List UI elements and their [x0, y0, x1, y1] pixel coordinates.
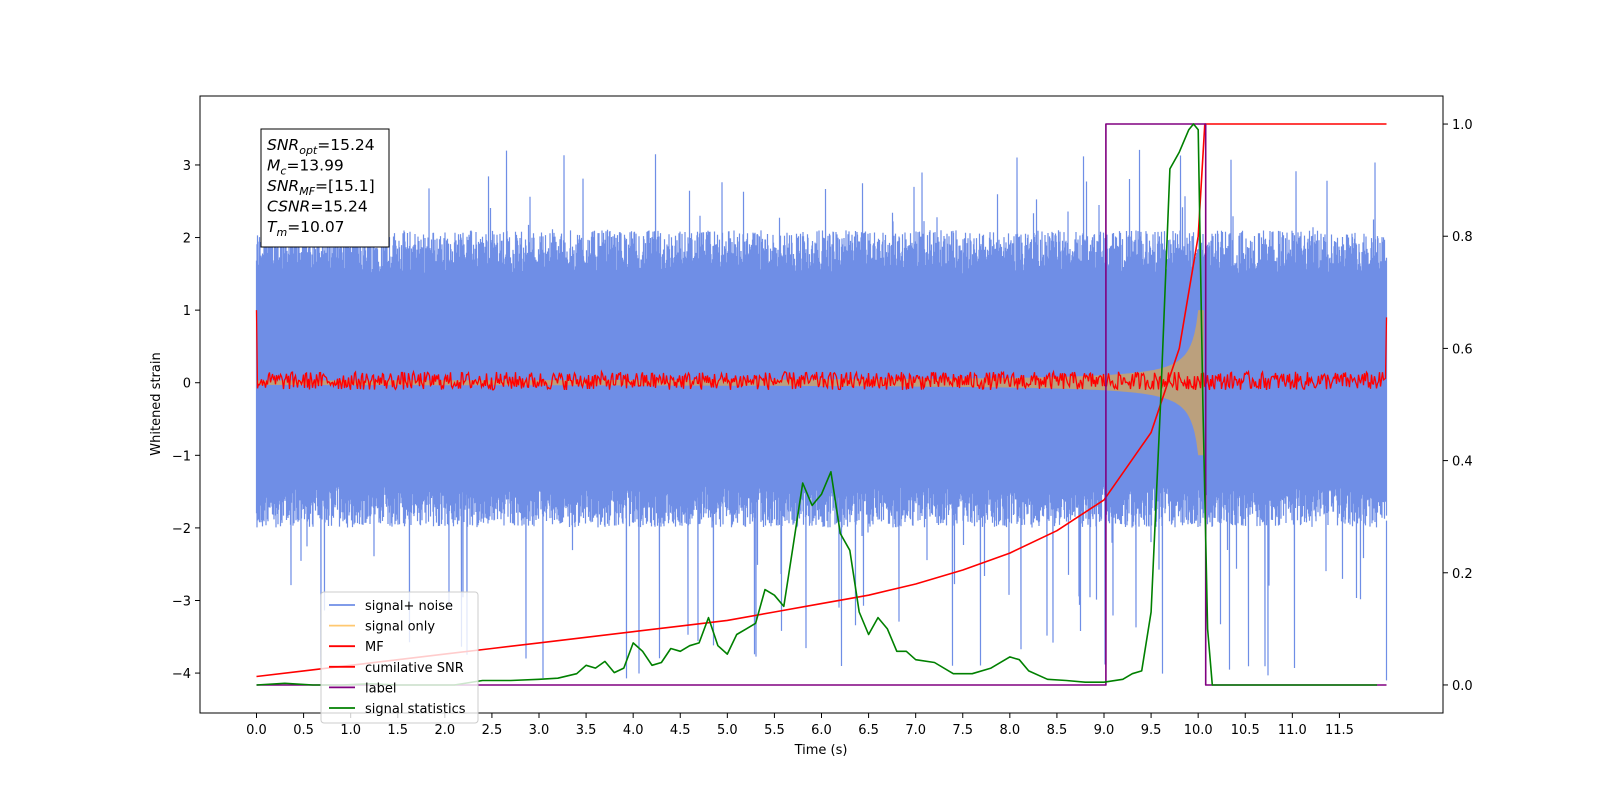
annotation-value: =10.07: [287, 218, 344, 236]
annotation-subscript: m: [276, 226, 287, 239]
y-tick-label: 0: [183, 377, 191, 392]
x-tick-label: 11.0: [1278, 723, 1307, 738]
x-tick-label: 8.0: [999, 723, 1020, 738]
legend-label: signal statistics: [365, 702, 466, 717]
annotation-line: Mc=13.99: [267, 157, 344, 178]
y-axis-label: Whitened strain: [149, 352, 164, 455]
legend: signal+ noise signal only MF cumilative SNR…: [320, 591, 479, 724]
x-tick-label: 2.5: [482, 723, 503, 738]
x-tick-label: 4.5: [670, 723, 691, 738]
y-axis-left: 3 2 1 0 −1 −2 −3 −4: [172, 159, 200, 682]
stats-annotation-box: SNRopt=15.24Mc=13.99SNRMF=[15.1]CSNR=15.…: [260, 128, 390, 248]
annotation-value: =13.99: [286, 157, 343, 175]
annotation-symbol: T: [267, 218, 278, 236]
x-tick-label: 3.0: [529, 723, 550, 738]
x-tick-label: 9.5: [1141, 723, 1162, 738]
x-axis: 0.0 0.5 1.0 1.5 2.0 2.5 3.0 3.5 4.0 4.5 5.0 5.5 6.0 6…: [246, 713, 1354, 738]
x-tick-label: 7.0: [905, 723, 926, 738]
y-right-tick-label: 1.0: [1452, 118, 1473, 133]
annotation-symbol: CSNR: [267, 198, 310, 216]
legend-label: signal+ noise: [365, 599, 453, 614]
y-tick-label: 1: [183, 304, 191, 319]
y-right-tick-label: 0.6: [1452, 342, 1473, 357]
legend-label: signal only: [365, 620, 435, 635]
y-right-tick-label: 0.0: [1452, 679, 1473, 694]
x-axis-label: Time (s): [794, 743, 848, 758]
y-right-tick-label: 0.8: [1452, 230, 1473, 245]
legend-label: label: [365, 681, 396, 696]
x-tick-label: 3.5: [576, 723, 597, 738]
x-tick-label: 0.5: [293, 723, 314, 738]
y-right-tick-label: 0.2: [1452, 567, 1473, 582]
x-tick-label: 1.5: [387, 723, 408, 738]
x-tick-label: 2.0: [434, 723, 455, 738]
y-right-tick-label: 0.4: [1452, 455, 1473, 470]
x-tick-label: 10.5: [1231, 723, 1260, 738]
annotation-line: SNRopt=15.24: [267, 136, 375, 157]
legend-label: cumilative SNR: [365, 661, 464, 676]
x-tick-label: 11.5: [1325, 723, 1354, 738]
annotation-value: =[15.1]: [315, 177, 375, 195]
x-tick-label: 8.5: [1047, 723, 1068, 738]
x-tick-label: 4.0: [623, 723, 644, 738]
y-axis-right: 1.0 0.8 0.6 0.4 0.2 0.0: [1443, 118, 1473, 694]
y-tick-label: −4: [172, 667, 191, 682]
annotation-subscript: MF: [299, 185, 315, 198]
x-tick-label: 1.0: [340, 723, 361, 738]
annotation-subscript: opt: [299, 144, 318, 157]
legend-label: MF: [365, 640, 384, 655]
x-tick-label: 5.5: [764, 723, 785, 738]
annotation-symbol: SNR: [267, 136, 299, 154]
annotation-subscript: c: [280, 165, 286, 178]
y-tick-label: −2: [172, 522, 191, 537]
annotation-line: SNRMF=[15.1]: [267, 177, 375, 198]
annotation-frame: [260, 128, 390, 248]
x-tick-label: 9.0: [1094, 723, 1115, 738]
y-tick-label: 3: [183, 159, 191, 174]
annotation-symbol: M: [267, 157, 280, 175]
annotation-value: =15.24: [317, 136, 374, 154]
annotation-line: Tm=10.07: [267, 218, 345, 239]
x-tick-label: 6.0: [811, 723, 832, 738]
annotation-line: CSNR=15.24: [267, 198, 368, 216]
y-tick-label: −3: [172, 594, 191, 609]
x-tick-label: 10.0: [1184, 723, 1213, 738]
series-signal-statistics: [256, 123, 1378, 686]
y-tick-label: 2: [183, 232, 191, 247]
x-tick-label: 5.0: [717, 723, 738, 738]
x-tick-label: 0.0: [246, 723, 267, 738]
x-tick-label: 6.5: [858, 723, 879, 738]
y-tick-label: −1: [172, 449, 191, 464]
annotation-value: =15.24: [310, 198, 367, 216]
x-tick-label: 7.5: [952, 723, 973, 738]
series-mf: [255, 310, 1388, 391]
annotation-symbol: SNR: [267, 177, 299, 195]
legend-frame: [320, 591, 479, 724]
